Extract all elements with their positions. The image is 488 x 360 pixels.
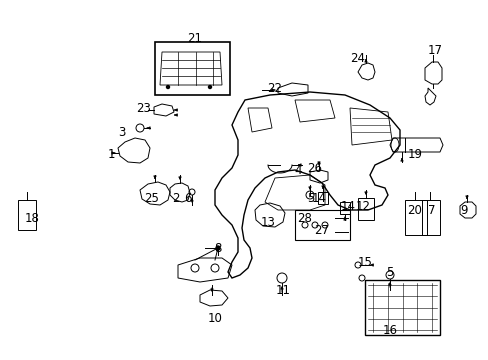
Text: 26: 26 (307, 162, 322, 175)
Text: 25: 25 (144, 192, 159, 204)
Text: 5: 5 (306, 192, 314, 204)
Text: 19: 19 (407, 148, 422, 162)
Bar (317, 192, 327, 204)
Bar (294, 210, 349, 240)
Bar (339, 202, 349, 214)
Bar (18, 200, 36, 230)
Text: 20: 20 (407, 203, 422, 216)
Circle shape (216, 246, 220, 250)
Text: 28: 28 (297, 211, 312, 225)
Bar (364, 280, 439, 335)
Text: 24: 24 (350, 51, 365, 64)
Text: 17: 17 (427, 44, 442, 57)
Text: 13: 13 (260, 216, 275, 229)
Text: 10: 10 (207, 311, 222, 324)
Text: 14: 14 (311, 192, 326, 204)
Text: 27: 27 (314, 224, 329, 237)
Text: 3: 3 (119, 126, 126, 139)
Text: 21: 21 (187, 31, 202, 45)
Circle shape (166, 85, 169, 89)
Text: 4: 4 (293, 163, 301, 176)
Text: 23: 23 (136, 102, 151, 114)
Bar (421, 200, 439, 235)
Text: 2: 2 (172, 192, 180, 204)
Bar (357, 198, 373, 220)
Text: 11: 11 (275, 284, 290, 297)
Text: 5: 5 (386, 266, 393, 279)
Text: 15: 15 (357, 256, 372, 269)
Text: 1: 1 (107, 148, 115, 162)
Circle shape (208, 85, 211, 89)
Text: 6: 6 (184, 192, 191, 204)
Text: 7: 7 (427, 203, 435, 216)
Text: 9: 9 (459, 203, 467, 216)
Text: 14: 14 (340, 201, 355, 213)
Text: 8: 8 (214, 242, 221, 255)
Text: 16: 16 (382, 324, 397, 337)
Text: 22: 22 (266, 81, 282, 94)
Bar (155, 42, 229, 95)
Text: 18: 18 (24, 211, 40, 225)
Text: 12: 12 (355, 201, 370, 213)
Bar (404, 200, 426, 235)
